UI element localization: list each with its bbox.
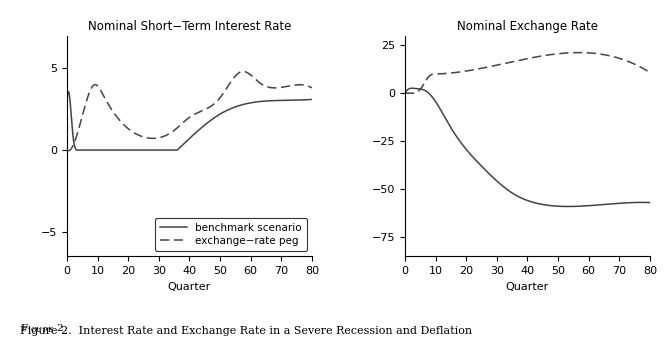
Text: Figure 2.  Interest Rate and Exchange Rate in a Severe Recession and Deflation: Figure 2. Interest Rate and Exchange Rat… xyxy=(20,326,472,336)
Text: $\mathregular{F}_{\mathregular{IGURE}}$ 2.: $\mathregular{F}_{\mathregular{IGURE}}$ … xyxy=(20,322,68,335)
X-axis label: Quarter: Quarter xyxy=(168,282,211,292)
X-axis label: Quarter: Quarter xyxy=(506,282,549,292)
Legend: benchmark scenario, exchange−rate peg: benchmark scenario, exchange−rate peg xyxy=(155,218,307,251)
Title: Nominal Short−Term Interest Rate: Nominal Short−Term Interest Rate xyxy=(88,20,291,33)
Title: Nominal Exchange Rate: Nominal Exchange Rate xyxy=(457,20,598,33)
